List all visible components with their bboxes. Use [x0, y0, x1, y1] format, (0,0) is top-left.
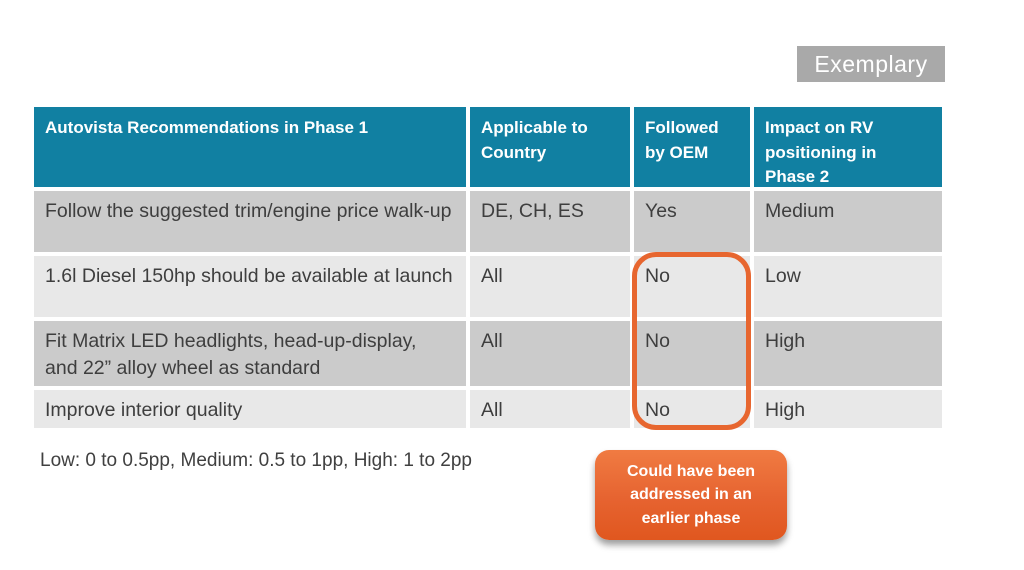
callout-text: Could have been addressed in an earlier …: [626, 463, 756, 527]
column-header-impact: Impact on RV positioning in Phase 2: [754, 107, 942, 187]
cell-country: All: [470, 321, 630, 386]
cell-recommendation: Follow the suggested trim/engine price w…: [34, 191, 466, 252]
recommendations-table: Autovista Recommendations in Phase 1 App…: [34, 107, 942, 428]
cell-impact: High: [754, 321, 942, 386]
column-header-country: Applicable to Country: [470, 107, 630, 187]
cell-recommendation: 1.6l Diesel 150hp should be available at…: [34, 256, 466, 317]
cell-followed: No: [634, 390, 750, 428]
exemplary-badge: Exemplary: [797, 46, 945, 82]
cell-recommendation: Fit Matrix LED headlights, head-up-displ…: [34, 321, 466, 386]
cell-recommendation: Improve interior quality: [34, 390, 466, 428]
impact-scale-footnote: Low: 0 to 0.5pp, Medium: 0.5 to 1pp, Hig…: [40, 450, 472, 471]
cell-impact: Low: [754, 256, 942, 317]
column-header-followed: Followed by OEM: [634, 107, 750, 187]
cell-followed: Yes: [634, 191, 750, 252]
cell-country: All: [470, 256, 630, 317]
cell-followed: No: [634, 256, 750, 317]
cell-country: All: [470, 390, 630, 428]
cell-country: DE, CH, ES: [470, 191, 630, 252]
cell-impact: Medium: [754, 191, 942, 252]
column-header-recommendations: Autovista Recommendations in Phase 1: [34, 107, 466, 187]
callout-box: Could have been addressed in an earlier …: [595, 450, 787, 540]
cell-impact: High: [754, 390, 942, 428]
cell-followed: No: [634, 321, 750, 386]
